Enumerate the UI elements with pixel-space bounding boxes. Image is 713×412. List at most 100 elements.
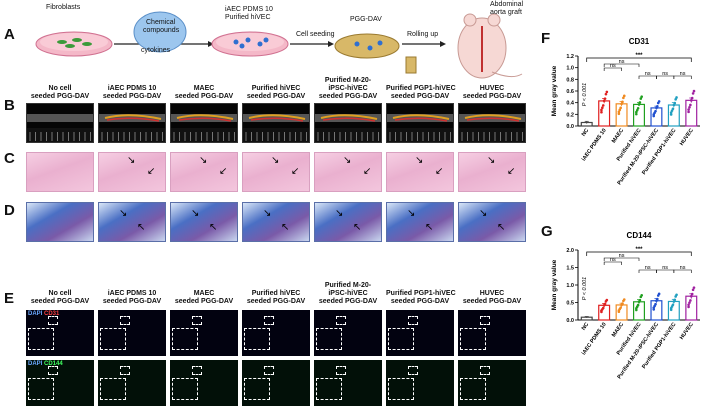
aorta-graft-label: aorta graft — [490, 9, 522, 16]
data-point — [692, 89, 696, 93]
ultrasound-image — [26, 103, 94, 143]
panel-label-c: C — [4, 150, 15, 167]
zoom-box-small — [480, 366, 490, 375]
rolled-graft — [405, 56, 417, 74]
arrow-icon: ↙ — [291, 166, 300, 177]
data-point — [689, 99, 693, 102]
data-point — [618, 108, 622, 112]
group-caption: HUVEC seeded PGG-DAV — [458, 290, 526, 306]
y-tick-label: 0.2 — [566, 112, 574, 118]
group-caption: Purified hiVEC seeded PGG-DAV — [242, 290, 310, 306]
zoom-box-small — [48, 316, 58, 325]
group-caption-line: No cell — [48, 85, 72, 92]
immunofluorescence-image — [170, 310, 238, 356]
zoom-box-small — [48, 366, 58, 375]
immunofluorescence-image — [242, 360, 310, 406]
group-caption: Purified M-20- iPSC-hiVEC seeded PGG-DAV — [314, 282, 382, 306]
data-point — [617, 110, 621, 114]
data-point — [620, 102, 623, 106]
he-stain-image: ↘ ↙ — [386, 152, 454, 192]
data-point — [600, 110, 603, 114]
group-caption-line: HUVEC — [479, 85, 505, 92]
immunofluorescence-image: DAPI CD144 — [26, 360, 94, 406]
zoom-box-large — [28, 378, 54, 400]
data-point — [689, 103, 692, 107]
masson-stain-image: ↘ ↖ — [386, 202, 454, 242]
y-tick-label: 0.4 — [566, 101, 575, 107]
group-caption-line: iAEC PDMS 10 — [107, 85, 157, 92]
y-tick-label: 1.0 — [566, 66, 574, 72]
significance-bracket — [586, 57, 692, 62]
zoom-box-large — [460, 328, 486, 350]
data-point — [655, 106, 658, 110]
data-point — [669, 111, 673, 114]
zoom-box-large — [388, 378, 414, 400]
ns-bracket — [603, 67, 622, 71]
group-caption-line: iAEC PDMS 10 — [107, 290, 157, 297]
zoom-box-large — [244, 328, 270, 350]
data-point — [617, 112, 621, 116]
iaec-label-2: Purified hiVEC — [225, 14, 271, 21]
arrow-icon: ↖ — [209, 222, 218, 233]
immunofluorescence-image: DAPI CD31 — [26, 310, 94, 356]
immunofluorescence-image — [314, 360, 382, 406]
group-caption-line: Purified PGP1-hiVEC — [386, 290, 456, 297]
arrow-icon: ↘ — [335, 208, 344, 219]
group-caption-line: seeded PGG-DAV — [174, 93, 234, 100]
he-stain-image: ↘ ↙ — [170, 152, 238, 192]
x-tick-label: NC — [581, 322, 590, 332]
significance-bracket — [586, 251, 692, 256]
group-caption-line: seeded PGG-DAV — [246, 93, 306, 100]
group-caption: No cell seeded PGG-DAV — [26, 290, 94, 306]
masson-stain-image — [26, 202, 94, 242]
group-caption: Purified M-20- iPSC-hiVEC seeded PGG-DAV — [314, 77, 382, 101]
ns-bracket — [603, 257, 640, 261]
panel-label-e: E — [4, 290, 15, 307]
zoom-box-small — [408, 366, 418, 375]
arrow-icon: ↖ — [137, 222, 146, 233]
masson-stain-image: ↘ ↖ — [314, 202, 382, 242]
masson-stain-image: ↘ ↖ — [458, 202, 526, 242]
y-tick-label: 0.0 — [566, 124, 574, 130]
group-caption-line: seeded PGG-DAV — [246, 298, 306, 305]
group-caption-line: Purified M-20- — [324, 77, 372, 84]
ns-bracket — [603, 261, 622, 265]
ultrasound-image — [314, 103, 382, 143]
group-caption-line: seeded PGG-DAV — [390, 93, 450, 100]
rolling-up-label: Rolling up — [407, 31, 439, 38]
ns-label: ns — [680, 265, 686, 271]
group-caption: No cell seeded PGG-DAV — [26, 85, 94, 101]
cd31-label: CD31 — [44, 311, 60, 317]
y-tick-label: 0.8 — [566, 77, 574, 83]
x-tick-label: Purified PGP1-hiVEC — [641, 322, 677, 370]
abdominal-label: Abdominal — [490, 1, 524, 8]
y-tick-label: 1.0 — [566, 283, 574, 289]
arrow-icon: ↘ — [127, 155, 136, 166]
y-tick-label: 2.0 — [566, 248, 574, 254]
ns-label: ns — [610, 257, 616, 263]
data-point — [619, 106, 622, 110]
dapi-label: DAPI — [28, 361, 43, 367]
arrow-icon: ↘ — [343, 155, 352, 166]
y-tick-label: 1.5 — [566, 266, 574, 272]
pgg-dav-sheet — [334, 33, 400, 59]
ns-bracket — [673, 75, 692, 79]
group-caption-line: MAEC — [193, 290, 215, 297]
arrow-icon: ↖ — [497, 222, 506, 233]
data-point — [656, 294, 660, 297]
group-caption-line: seeded PGG-DAV — [462, 298, 522, 305]
y-tick-label: 1.2 — [566, 54, 574, 60]
data-point — [635, 307, 638, 310]
ns-label: ns — [662, 265, 668, 271]
data-point — [635, 112, 638, 116]
data-point — [656, 101, 660, 105]
data-point — [637, 300, 641, 304]
ns-bracket — [603, 63, 640, 67]
stain-legend: DAPI CD31 — [28, 311, 59, 317]
cell-seeding-label: Cell seeding — [296, 31, 335, 38]
ultrasound-image — [386, 103, 454, 143]
group-caption-line: No cell — [48, 290, 72, 297]
zoom-box-small — [480, 316, 490, 325]
significance-stars: *** — [635, 53, 643, 59]
